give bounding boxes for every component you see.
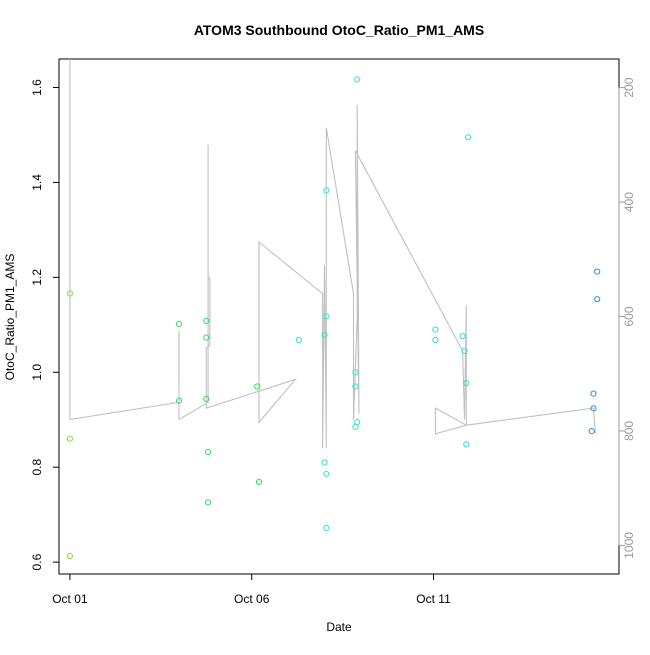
data-point (590, 405, 597, 412)
y2-tick-label: 400 (622, 192, 636, 212)
data-point (465, 134, 472, 141)
y-tick-label: 0.6 (30, 553, 44, 570)
data-point (323, 187, 330, 194)
y2-axis: 200 400 600 800 1000 (618, 77, 636, 559)
chart-title: ATOM3 Southbound OtoC_Ratio_PM1_AMS (194, 22, 484, 38)
data-point (66, 435, 74, 442)
y-axis: 0.6 0.8 1.0 1.2 1.4 1.6 (30, 79, 60, 570)
x-tick-label: Oct 11 (416, 592, 451, 606)
data-point (352, 383, 359, 390)
data-point (203, 395, 210, 402)
data-point (66, 290, 74, 297)
data-point (255, 478, 263, 485)
data-point (463, 441, 470, 448)
data-point (432, 326, 439, 333)
data-point (352, 423, 359, 430)
track-line (69, 59, 596, 449)
y2-tick-label: 1000 (622, 532, 636, 559)
data-point (594, 296, 601, 303)
y-tick-label: 0.8 (30, 459, 44, 476)
data-point (323, 470, 330, 477)
x-tick-label: Oct 06 (234, 592, 270, 606)
data-point (175, 320, 183, 327)
points-layer (66, 76, 601, 560)
data-point (323, 313, 330, 320)
y2-tick-label: 200 (622, 77, 636, 97)
track-layer (69, 59, 596, 449)
y-tick-label: 1.2 (30, 269, 44, 286)
data-point (432, 336, 439, 344)
data-point (590, 390, 597, 397)
y-tick-label: 1.4 (30, 174, 44, 191)
data-point (203, 317, 210, 325)
data-point (203, 334, 210, 341)
data-point (463, 380, 470, 387)
data-point (295, 336, 303, 344)
data-point (321, 459, 328, 466)
y-axis-label: OtoC_Ratio_PM1_AMS (3, 254, 17, 381)
data-point (175, 397, 183, 404)
y-tick-label: 1.0 (30, 364, 44, 381)
data-point (352, 369, 359, 376)
y2-tick-label: 600 (622, 306, 636, 326)
data-point (594, 268, 601, 275)
data-point (588, 428, 595, 435)
data-point (323, 524, 330, 532)
data-point (461, 347, 468, 354)
y-tick-label: 1.6 (30, 79, 44, 96)
data-point (205, 448, 212, 456)
data-point (321, 331, 328, 338)
x-axis: Oct 01 Oct 06 Oct 11 (52, 573, 451, 606)
data-point (205, 499, 212, 506)
data-point (66, 552, 74, 560)
x-axis-label: Date (326, 620, 352, 634)
data-point (459, 333, 466, 340)
data-point (254, 383, 261, 390)
x-tick-label: Oct 01 (52, 592, 88, 606)
data-point (354, 76, 361, 83)
y2-tick-label: 800 (622, 421, 636, 441)
